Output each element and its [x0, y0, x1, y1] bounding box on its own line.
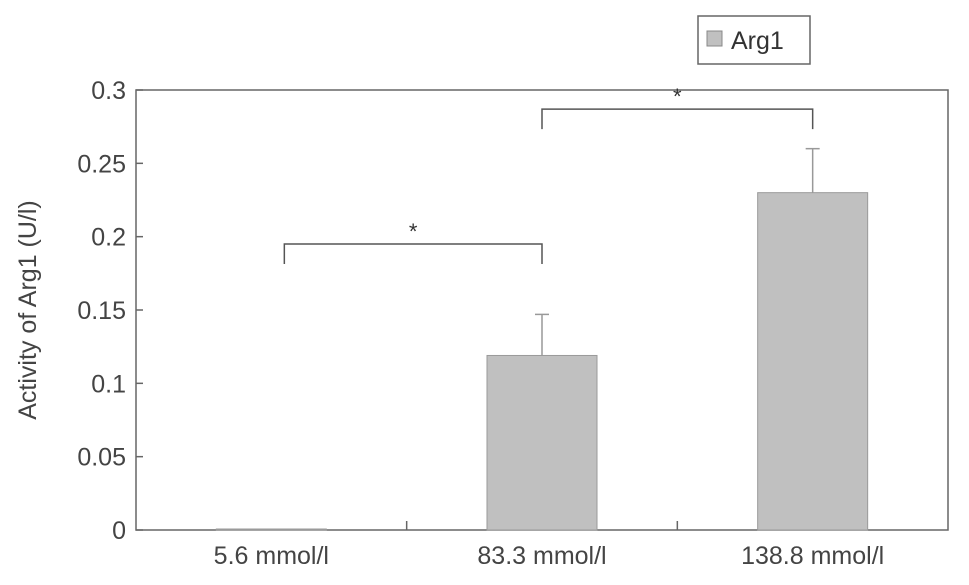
legend: Arg1 [697, 15, 811, 65]
error-bars [535, 147, 820, 356]
significance-bracket-2 [541, 108, 814, 130]
significance-label-2: * [673, 84, 682, 109]
legend-label: Arg1 [731, 27, 784, 55]
y-tick-label: 0.3 [91, 77, 126, 105]
significance-label-1: * [409, 219, 418, 244]
y-tick-label: 0 [112, 517, 126, 545]
x-tick-label: 138.8 mmol/l [741, 542, 884, 570]
x-tick-label: 83.3 mmol/l [477, 542, 606, 570]
y-tick-label: 0.25 [77, 150, 126, 178]
significance-bracket-1 [283, 243, 543, 264]
legend-swatch [706, 30, 723, 47]
bar-2 [486, 354, 598, 531]
y-axis-ticks: 0 0.05 0.1 0.15 0.2 0.25 0.3 [77, 77, 143, 545]
y-tick-label: 0.2 [91, 224, 126, 252]
bars [215, 192, 869, 531]
legend-box [697, 15, 811, 65]
bar-1 [215, 528, 327, 531]
bar-3 [757, 192, 869, 531]
x-axis-ticks: 5.6 mmol/l 83.3 mmol/l 138.8 mmol/l [214, 521, 884, 570]
significance-brackets: ** [283, 84, 814, 264]
y-tick-label: 0.1 [91, 370, 126, 398]
y-tick-label: 0.15 [77, 297, 126, 325]
y-axis-title: Activity of Arg1 (U/l) [14, 200, 42, 420]
y-tick-label: 0.05 [77, 444, 126, 472]
x-tick-label: 5.6 mmol/l [214, 542, 329, 570]
